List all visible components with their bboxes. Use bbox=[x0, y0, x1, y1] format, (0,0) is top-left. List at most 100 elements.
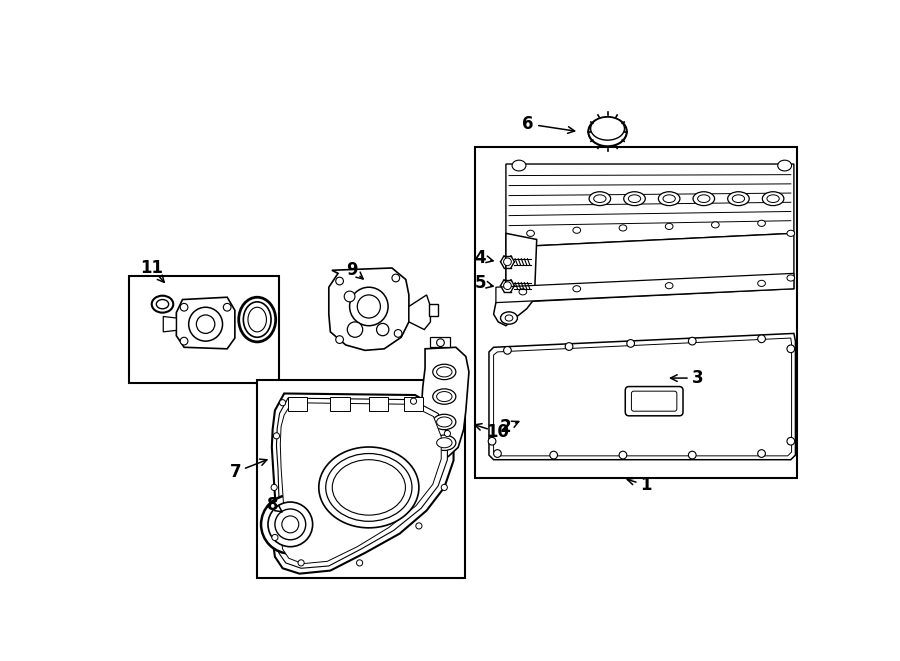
Ellipse shape bbox=[248, 307, 266, 332]
Ellipse shape bbox=[332, 459, 405, 515]
Circle shape bbox=[394, 330, 402, 337]
Circle shape bbox=[504, 258, 511, 266]
Circle shape bbox=[280, 400, 285, 406]
Circle shape bbox=[347, 322, 363, 337]
Circle shape bbox=[787, 345, 795, 353]
Ellipse shape bbox=[573, 227, 580, 233]
Bar bbox=[288, 397, 307, 411]
Ellipse shape bbox=[436, 417, 452, 427]
Polygon shape bbox=[276, 398, 447, 568]
Ellipse shape bbox=[512, 160, 526, 171]
Ellipse shape bbox=[238, 297, 275, 342]
Polygon shape bbox=[163, 317, 176, 332]
Ellipse shape bbox=[665, 283, 673, 289]
Polygon shape bbox=[506, 164, 794, 247]
Circle shape bbox=[565, 342, 573, 350]
Ellipse shape bbox=[665, 223, 673, 229]
Circle shape bbox=[196, 315, 215, 333]
Polygon shape bbox=[493, 338, 792, 456]
Ellipse shape bbox=[594, 195, 606, 202]
Ellipse shape bbox=[590, 192, 610, 206]
Polygon shape bbox=[506, 233, 794, 303]
Circle shape bbox=[688, 451, 696, 459]
Text: 10: 10 bbox=[486, 423, 508, 441]
Circle shape bbox=[416, 523, 422, 529]
Circle shape bbox=[357, 295, 381, 318]
Circle shape bbox=[619, 451, 626, 459]
Circle shape bbox=[488, 438, 496, 445]
Ellipse shape bbox=[326, 453, 412, 522]
Ellipse shape bbox=[787, 230, 795, 237]
Text: 7: 7 bbox=[230, 463, 241, 481]
Text: 3: 3 bbox=[692, 369, 704, 387]
Bar bbox=[369, 397, 388, 411]
Ellipse shape bbox=[433, 435, 456, 450]
Ellipse shape bbox=[433, 364, 456, 379]
Polygon shape bbox=[429, 304, 438, 317]
FancyBboxPatch shape bbox=[632, 391, 677, 411]
Circle shape bbox=[336, 336, 344, 344]
Ellipse shape bbox=[589, 117, 626, 146]
Text: 1: 1 bbox=[640, 476, 652, 494]
Circle shape bbox=[274, 433, 280, 439]
Ellipse shape bbox=[436, 391, 452, 402]
Bar bbox=[330, 397, 349, 411]
Text: 8: 8 bbox=[267, 496, 278, 514]
Ellipse shape bbox=[519, 289, 526, 295]
Circle shape bbox=[180, 337, 188, 345]
Ellipse shape bbox=[500, 312, 518, 324]
Circle shape bbox=[189, 307, 222, 341]
Circle shape bbox=[441, 485, 447, 490]
Ellipse shape bbox=[693, 192, 715, 206]
Circle shape bbox=[268, 502, 312, 547]
Ellipse shape bbox=[619, 225, 626, 231]
Ellipse shape bbox=[663, 195, 675, 202]
Ellipse shape bbox=[505, 315, 513, 321]
Circle shape bbox=[376, 323, 389, 336]
Circle shape bbox=[344, 291, 355, 302]
Ellipse shape bbox=[152, 295, 174, 313]
Text: 5: 5 bbox=[475, 274, 486, 292]
Ellipse shape bbox=[698, 195, 710, 202]
Circle shape bbox=[436, 339, 445, 346]
Ellipse shape bbox=[787, 275, 795, 281]
Circle shape bbox=[493, 449, 501, 457]
Circle shape bbox=[356, 560, 363, 566]
Ellipse shape bbox=[433, 389, 456, 405]
Polygon shape bbox=[430, 337, 451, 347]
Circle shape bbox=[272, 534, 278, 541]
Polygon shape bbox=[272, 393, 454, 574]
Ellipse shape bbox=[628, 195, 641, 202]
Polygon shape bbox=[419, 347, 469, 457]
Circle shape bbox=[349, 288, 388, 326]
Circle shape bbox=[180, 303, 188, 311]
Ellipse shape bbox=[243, 302, 271, 337]
Polygon shape bbox=[489, 333, 796, 459]
Ellipse shape bbox=[436, 438, 452, 447]
Polygon shape bbox=[328, 268, 409, 350]
Circle shape bbox=[261, 495, 320, 554]
Ellipse shape bbox=[573, 286, 580, 292]
Circle shape bbox=[271, 485, 277, 490]
Circle shape bbox=[282, 516, 299, 533]
Circle shape bbox=[298, 560, 304, 566]
Circle shape bbox=[688, 337, 696, 345]
Ellipse shape bbox=[433, 414, 456, 430]
Ellipse shape bbox=[659, 192, 680, 206]
Circle shape bbox=[504, 282, 511, 290]
Circle shape bbox=[392, 274, 400, 282]
Ellipse shape bbox=[590, 117, 625, 140]
Ellipse shape bbox=[526, 230, 535, 237]
Circle shape bbox=[445, 430, 451, 437]
Text: 2: 2 bbox=[500, 418, 512, 436]
Circle shape bbox=[550, 451, 557, 459]
Ellipse shape bbox=[733, 195, 744, 202]
FancyBboxPatch shape bbox=[626, 387, 683, 416]
Ellipse shape bbox=[319, 447, 418, 528]
Ellipse shape bbox=[767, 195, 779, 202]
Ellipse shape bbox=[712, 222, 719, 228]
Ellipse shape bbox=[624, 192, 645, 206]
Text: 4: 4 bbox=[474, 249, 486, 267]
Ellipse shape bbox=[758, 220, 765, 226]
Circle shape bbox=[787, 438, 795, 445]
